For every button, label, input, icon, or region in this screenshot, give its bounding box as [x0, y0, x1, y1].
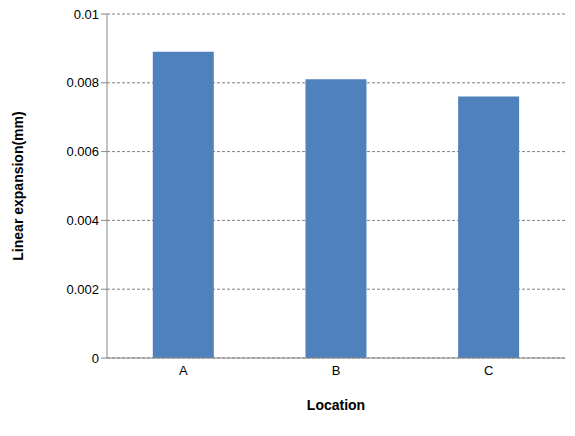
svg-text:A: A: [179, 363, 188, 378]
svg-text:0.002: 0.002: [66, 282, 99, 297]
svg-text:Linear expansion(mm): Linear expansion(mm): [10, 111, 26, 260]
svg-text:0.006: 0.006: [66, 144, 99, 159]
svg-text:0: 0: [92, 351, 99, 366]
svg-text:0.004: 0.004: [66, 213, 99, 228]
svg-text:Location: Location: [307, 397, 365, 413]
svg-text:B: B: [332, 363, 341, 378]
svg-text:C: C: [484, 363, 493, 378]
svg-text:0.01: 0.01: [74, 8, 99, 22]
svg-text:0.008: 0.008: [66, 75, 99, 90]
